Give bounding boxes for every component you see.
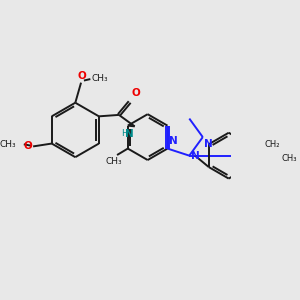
Text: CH₃: CH₃ — [105, 157, 122, 166]
Text: N: N — [204, 139, 213, 149]
Text: N: N — [124, 128, 133, 139]
Text: N: N — [191, 151, 200, 161]
Text: O: O — [77, 71, 86, 81]
Text: O: O — [24, 141, 32, 151]
Text: N: N — [169, 136, 178, 146]
Text: H: H — [121, 129, 128, 138]
Text: O: O — [132, 88, 141, 98]
Text: CH₃: CH₃ — [91, 74, 108, 83]
Text: CH₃: CH₃ — [281, 154, 297, 163]
Text: CH₂: CH₂ — [264, 140, 280, 149]
Text: CH₃: CH₃ — [0, 140, 16, 149]
